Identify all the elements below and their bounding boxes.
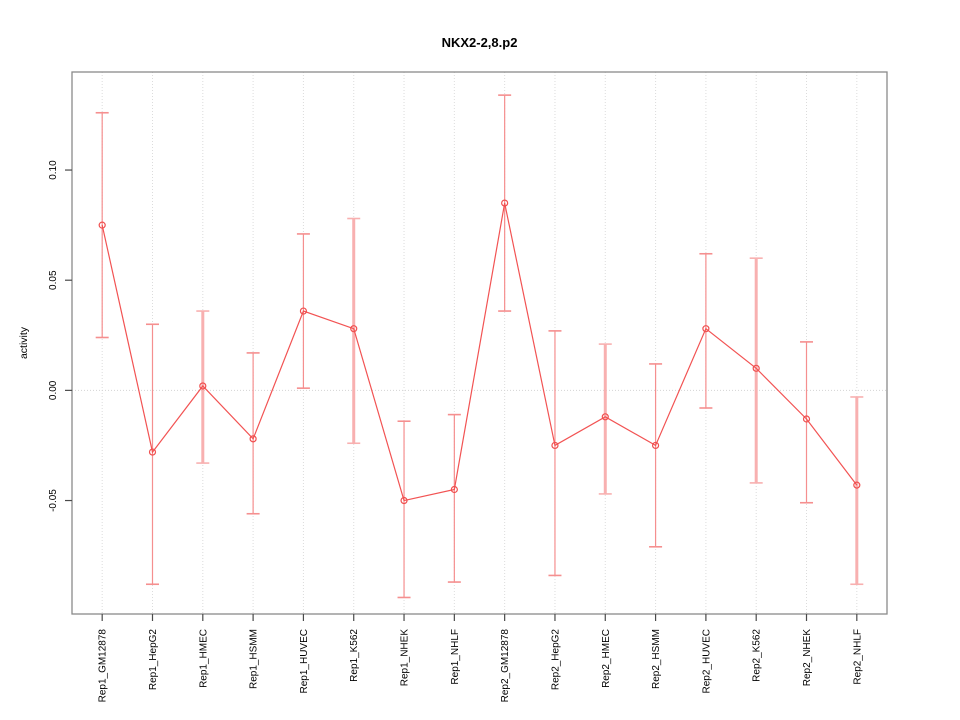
x-tick-label: Rep1_GM12878 [98,629,109,703]
y-axis-label: activity [18,326,30,359]
chart-title: NKX2-2,8.p2 [442,35,518,50]
data-point-marker [651,441,660,450]
x-tick-label: Rep2_HSMM [651,629,662,689]
data-point-marker [501,199,509,207]
data-point-marker [299,307,308,315]
series-line [101,202,858,502]
data-point-marker [148,448,157,456]
y-tick-label: 0.10 [48,160,59,180]
x-tick-label: Rep2_K562 [752,629,763,682]
x-tick-label: Rep1_HMEC [198,629,209,688]
data-point-marker [601,413,609,421]
data-point-marker [853,481,861,489]
x-tick-label: Rep1_NHLF [450,629,461,685]
axis-layer: -0.05 0.00 0.05 0.10 Rep1_GM12878 Rep1_HepG2 R… [48,71,888,703]
data-point-marker [802,415,811,423]
data-point-marker [400,496,408,505]
x-tick-label: Rep2_HMEC [601,629,612,688]
x-tick-label: Rep1_HepG2 [148,629,159,691]
data-point-marker [752,364,760,372]
x-tick-label: Rep1_HSMM [249,629,260,689]
data-point-marker [199,382,207,390]
x-tick-label: Rep2_NHLF [852,629,863,685]
plot-frame [71,71,888,615]
y-tick-label: 0.00 [48,380,59,400]
data-layer [95,94,864,599]
x-tick-label: Rep2_NHEK [802,629,813,687]
data-point-marker [702,325,710,333]
x-tick-label: Rep1_K562 [349,629,360,682]
x-tick-label: Rep2_HepG2 [550,629,561,691]
y-tick-label: -0.05 [48,489,59,512]
x-tick-label: Rep2_GM12878 [500,629,511,703]
data-point-marker [98,221,106,229]
x-tick-label: Rep1_NHEK [400,629,411,687]
x-tick-label: Rep1_HUVEC [299,629,310,693]
data-point-marker [249,435,257,443]
data-point-marker [551,441,559,450]
data-point-marker [450,485,458,494]
y-tick-label: 0.05 [48,270,59,290]
x-tick-label: Rep2_HUVEC [701,629,712,693]
data-point-marker [350,325,358,333]
